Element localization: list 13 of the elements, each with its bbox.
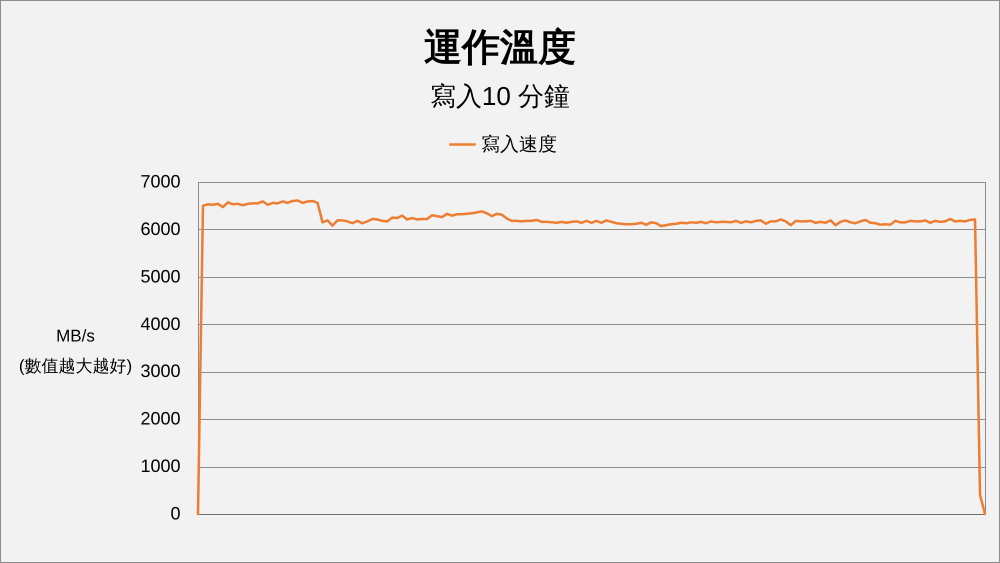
y-tick-label: 2000 — [140, 408, 180, 429]
chart-subtitle: 寫入10 分鐘 — [430, 81, 570, 111]
chart-title: 運作溫度 — [424, 26, 576, 69]
y-tick-label: 5000 — [140, 266, 180, 286]
y-tick-label: 6000 — [140, 218, 180, 239]
y-tick-label: 4000 — [140, 314, 180, 334]
y-tick-label: 0 — [170, 504, 180, 524]
legend-label: 寫入速度 — [481, 134, 557, 156]
line-series — [196, 199, 986, 516]
y-axis-title: MB/s (數值越大越好) — [18, 326, 132, 376]
y-tick-label: 7000 — [140, 172, 180, 192]
y-tick-label: 1000 — [140, 456, 180, 476]
y-tick-label: 3000 — [140, 361, 180, 382]
